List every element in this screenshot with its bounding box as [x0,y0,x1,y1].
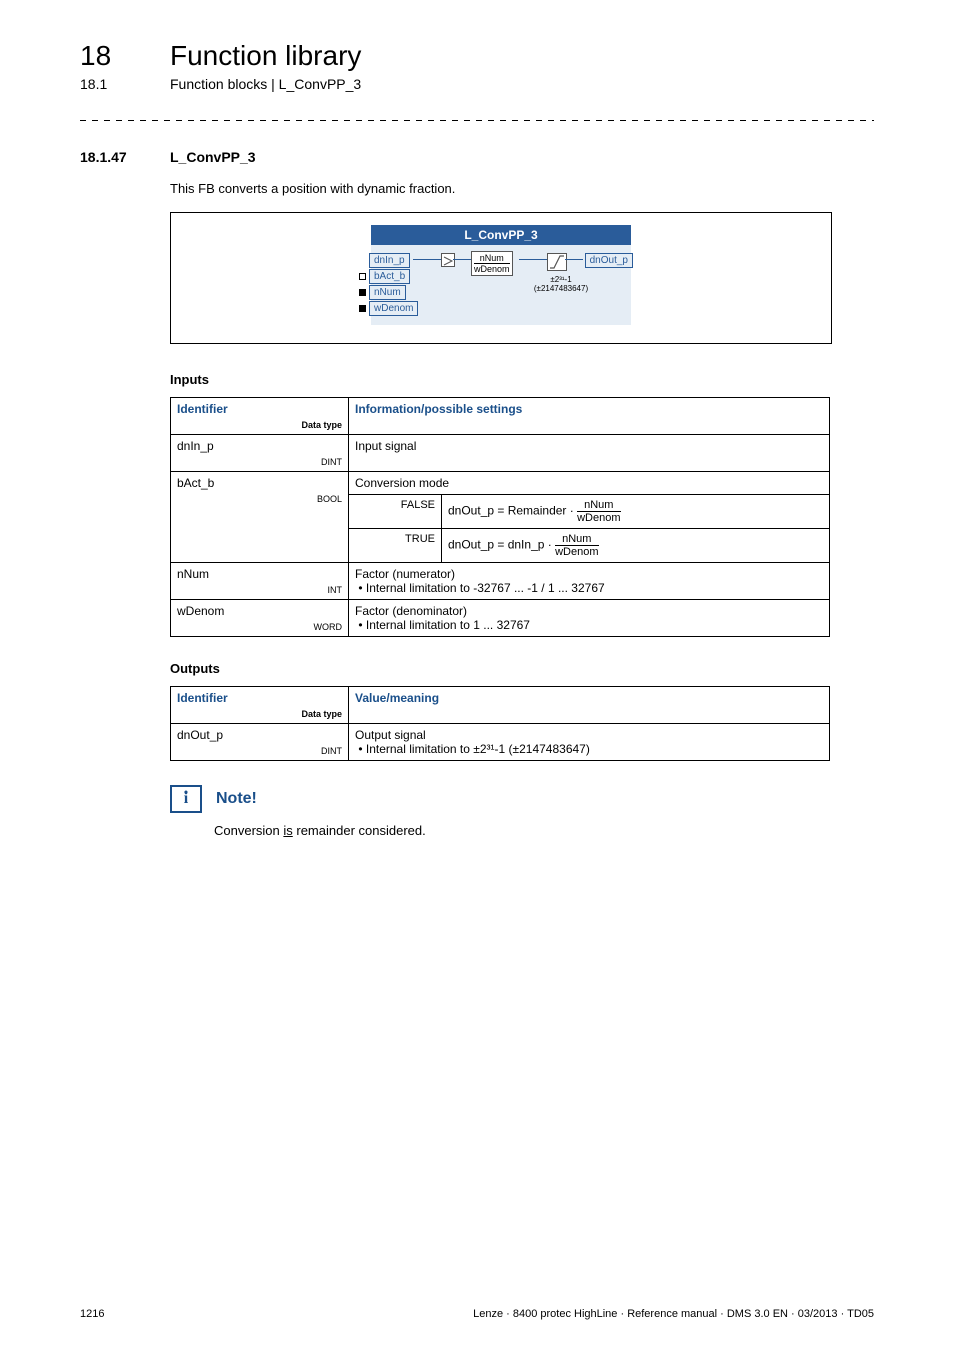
fb-limit-text: ±2³¹-1 (±2147483647) [521,275,601,293]
row-identifier: wDenom [177,604,224,618]
note-text: Conversion is remainder considered. [214,823,874,838]
info-icon: i [170,785,202,813]
formula-den: wDenom [555,546,598,558]
note-label: Note! [216,790,257,808]
row-option-formula: dnOut_p = dnIn_p · nNum wDenom [442,529,830,563]
subsection-description: This FB converts a position with dynamic… [170,181,874,196]
outputs-col2: Value/meaning [349,687,830,724]
row-info: Output signal • Internal limitation to ±… [349,724,830,761]
row-option-formula: dnOut_p = Remainder · nNum wDenom [442,495,830,529]
chapter-heading: 18Function library [80,40,874,72]
section-title: Function blocks | L_ConvPP_3 [170,76,361,92]
fb-conn-open [359,273,366,280]
subsection-heading: 18.1.47L_ConvPP_3 [80,149,874,165]
note-heading: i Note! [170,785,874,813]
fb-fraction-num: nNum [474,253,510,264]
row-info-text: Factor (denominator) [355,604,467,618]
fb-port-nnum: nNum [369,285,406,300]
fb-wire [519,259,547,260]
inputs-col1-sub: Data type [177,420,342,430]
fb-limit-bottom: (±2147483647) [521,284,601,293]
fb-limit-top: ±2³¹-1 [521,275,601,284]
row-identifier: dnOut_p [177,728,223,742]
fb-diagram: L_ConvPP_3 dnIn_p bAct_b nNum wDenom dnO… [170,212,832,344]
note-block: i Note! Conversion is remainder consider… [170,785,874,838]
table-row-id: bAct_b BOOL [171,472,349,563]
divider [80,120,874,121]
row-info: Input signal [349,435,830,472]
outputs-col1: Identifier Data type [171,687,349,724]
row-dtype: WORD [177,622,342,632]
outputs-heading: Outputs [170,661,874,676]
formula-prefix: dnOut_p = Remainder · [448,504,574,518]
formula-num: nNum [555,533,598,546]
row-identifier: dnIn_p [177,439,214,453]
chapter-title: Function library [170,40,361,71]
table-row-id: nNum INT [171,563,349,600]
outputs-table: Identifier Data type Value/meaning dnOut… [170,686,830,761]
row-option-value: TRUE [349,529,442,563]
fb-limit-icon [547,253,567,271]
row-info: Factor (numerator) • Internal limitation… [349,563,830,600]
section-heading: 18.1Function blocks | L_ConvPP_3 [80,76,874,92]
fb-conn-square [359,289,366,296]
note-text-after: remainder considered. [293,823,426,838]
fb-port-dnout: dnOut_p [585,253,633,268]
note-text-underline: is [283,823,292,838]
note-text-before: Conversion [214,823,283,838]
formula-num: nNum [577,499,620,512]
inputs-col2: Information/possible settings [349,398,830,435]
inputs-table: Identifier Data type Information/possibl… [170,397,830,637]
fb-wire [565,259,583,260]
page-footer: 1216 Lenze · 8400 protec HighLine · Refe… [80,1308,874,1320]
row-info-text: Output signal [355,728,426,742]
row-info: Conversion mode [349,472,830,495]
fb-port-wdenom: wDenom [369,301,418,316]
table-row-id: dnIn_p DINT [171,435,349,472]
section-number: 18.1 [80,76,170,92]
fb-wire [413,259,441,260]
table-row-id: dnOut_p DINT [171,724,349,761]
outputs-col1-label: Identifier [177,691,228,705]
fb-port-dnin: dnIn_p [369,253,410,268]
formula-den: wDenom [577,512,620,524]
row-dtype: INT [177,585,342,595]
fb-fraction-den: wDenom [474,264,510,274]
row-bullet: Internal limitation to -32767 ... -1 / 1… [366,581,605,595]
fb-box: L_ConvPP_3 dnIn_p bAct_b nNum wDenom dnO… [371,225,631,325]
table-row-id: wDenom WORD [171,600,349,637]
subsection-name: L_ConvPP_3 [170,149,256,165]
fb-wire [453,259,471,260]
formula-fraction: nNum wDenom [577,499,620,524]
row-info-text: Factor (numerator) [355,567,455,581]
inputs-heading: Inputs [170,372,874,387]
row-identifier: bAct_b [177,476,214,490]
fb-title: L_ConvPP_3 [371,225,631,245]
formula-fraction: nNum wDenom [555,533,598,558]
row-identifier: nNum [177,567,209,581]
row-info: Factor (denominator) • Internal limitati… [349,600,830,637]
row-dtype: DINT [177,746,342,756]
chapter-number: 18 [80,40,170,72]
row-option-value: FALSE [349,495,442,529]
row-dtype: DINT [177,457,342,467]
inputs-col1: Identifier Data type [171,398,349,435]
fb-port-bact: bAct_b [369,269,410,284]
fb-fraction: nNum wDenom [471,251,513,276]
row-dtype: BOOL [177,494,342,504]
footer-right: Lenze · 8400 protec HighLine · Reference… [473,1308,874,1320]
fb-conn-square [359,305,366,312]
outputs-col1-sub: Data type [177,709,342,719]
subsection-id: 18.1.47 [80,149,170,165]
row-bullet: Internal limitation to 1 ... 32767 [366,618,530,632]
formula-prefix: dnOut_p = dnIn_p · [448,538,552,552]
fb-tri-icon [441,253,455,267]
page-number: 1216 [80,1308,104,1320]
row-bullet: Internal limitation to ±2³¹-1 (±21474836… [366,742,590,756]
inputs-col1-label: Identifier [177,402,228,416]
